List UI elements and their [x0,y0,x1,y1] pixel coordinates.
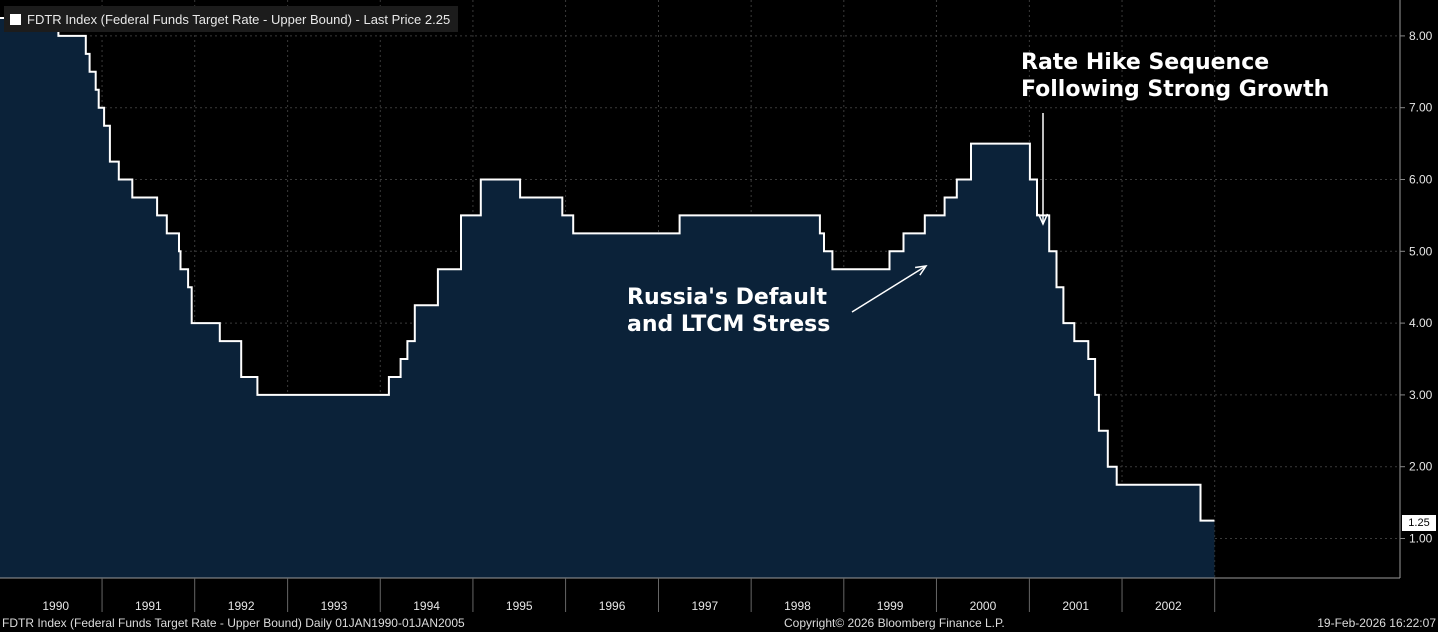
y-tick-label: 5.00 [1409,244,1433,258]
y-axis-ticks: 1.00 2.00 3.00 4.00 5.00 6.00 7.00 8.00 [1400,29,1433,546]
x-tick-label: 1993 [321,599,348,613]
arrow-russia-default [851,265,927,313]
series-line [0,17,1215,522]
x-tick-label: 1997 [691,599,718,613]
x-tick-label: 1992 [228,599,255,613]
y-tick-label: 4.00 [1409,316,1433,330]
chart-legend: FDTR Index (Federal Funds Target Rate - … [4,6,459,32]
x-tick-label: 1994 [413,599,440,613]
x-tick-label: 1996 [599,599,626,613]
x-tick-label: 2002 [1155,599,1182,613]
last-value-label: 1.25 [1402,515,1436,531]
annotation-rate-hike: Rate Hike Sequence Following Strong Grow… [1021,50,1330,102]
footer-timestamp: 19-Feb-2026 16:22:07 [1317,616,1436,630]
y-tick-label: 7.00 [1409,101,1433,115]
x-tick-label: 1995 [506,599,533,613]
legend-label: FDTR Index (Federal Funds Target Rate - … [27,11,451,27]
footer-copyright: Copyright© 2026 Bloomberg Finance L.P. [784,616,1005,630]
series-area-fill [0,18,1215,578]
x-tick-label: 2001 [1062,599,1089,613]
x-axis-ticks: 1990 1991 1992 1993 1994 1995 1996 1997 1998 1999… [42,578,1216,613]
y-tick-label: 1.00 [1409,532,1433,546]
arrow-rate-hike-head [1037,213,1049,226]
x-tick-label: 1991 [135,599,162,613]
y-tick-label: 6.00 [1409,173,1433,187]
annotation-russia-default: Russia's Default and LTCM Stress [627,285,831,337]
y-tick-label: 3.00 [1409,388,1433,402]
x-tick-label: 1990 [42,599,69,613]
annotation-arrows [851,113,1049,313]
arrow-russia-default-head [914,265,928,276]
legend-swatch [10,13,21,25]
footer-index-info: FDTR Index (Federal Funds Target Rate - … [2,616,465,630]
x-tick-label: 1999 [877,599,904,613]
x-tick-label: 1998 [784,599,811,613]
y-tick-label: 8.00 [1409,29,1433,43]
y-tick-label: 2.00 [1409,460,1433,474]
x-tick-label: 2000 [970,599,997,613]
